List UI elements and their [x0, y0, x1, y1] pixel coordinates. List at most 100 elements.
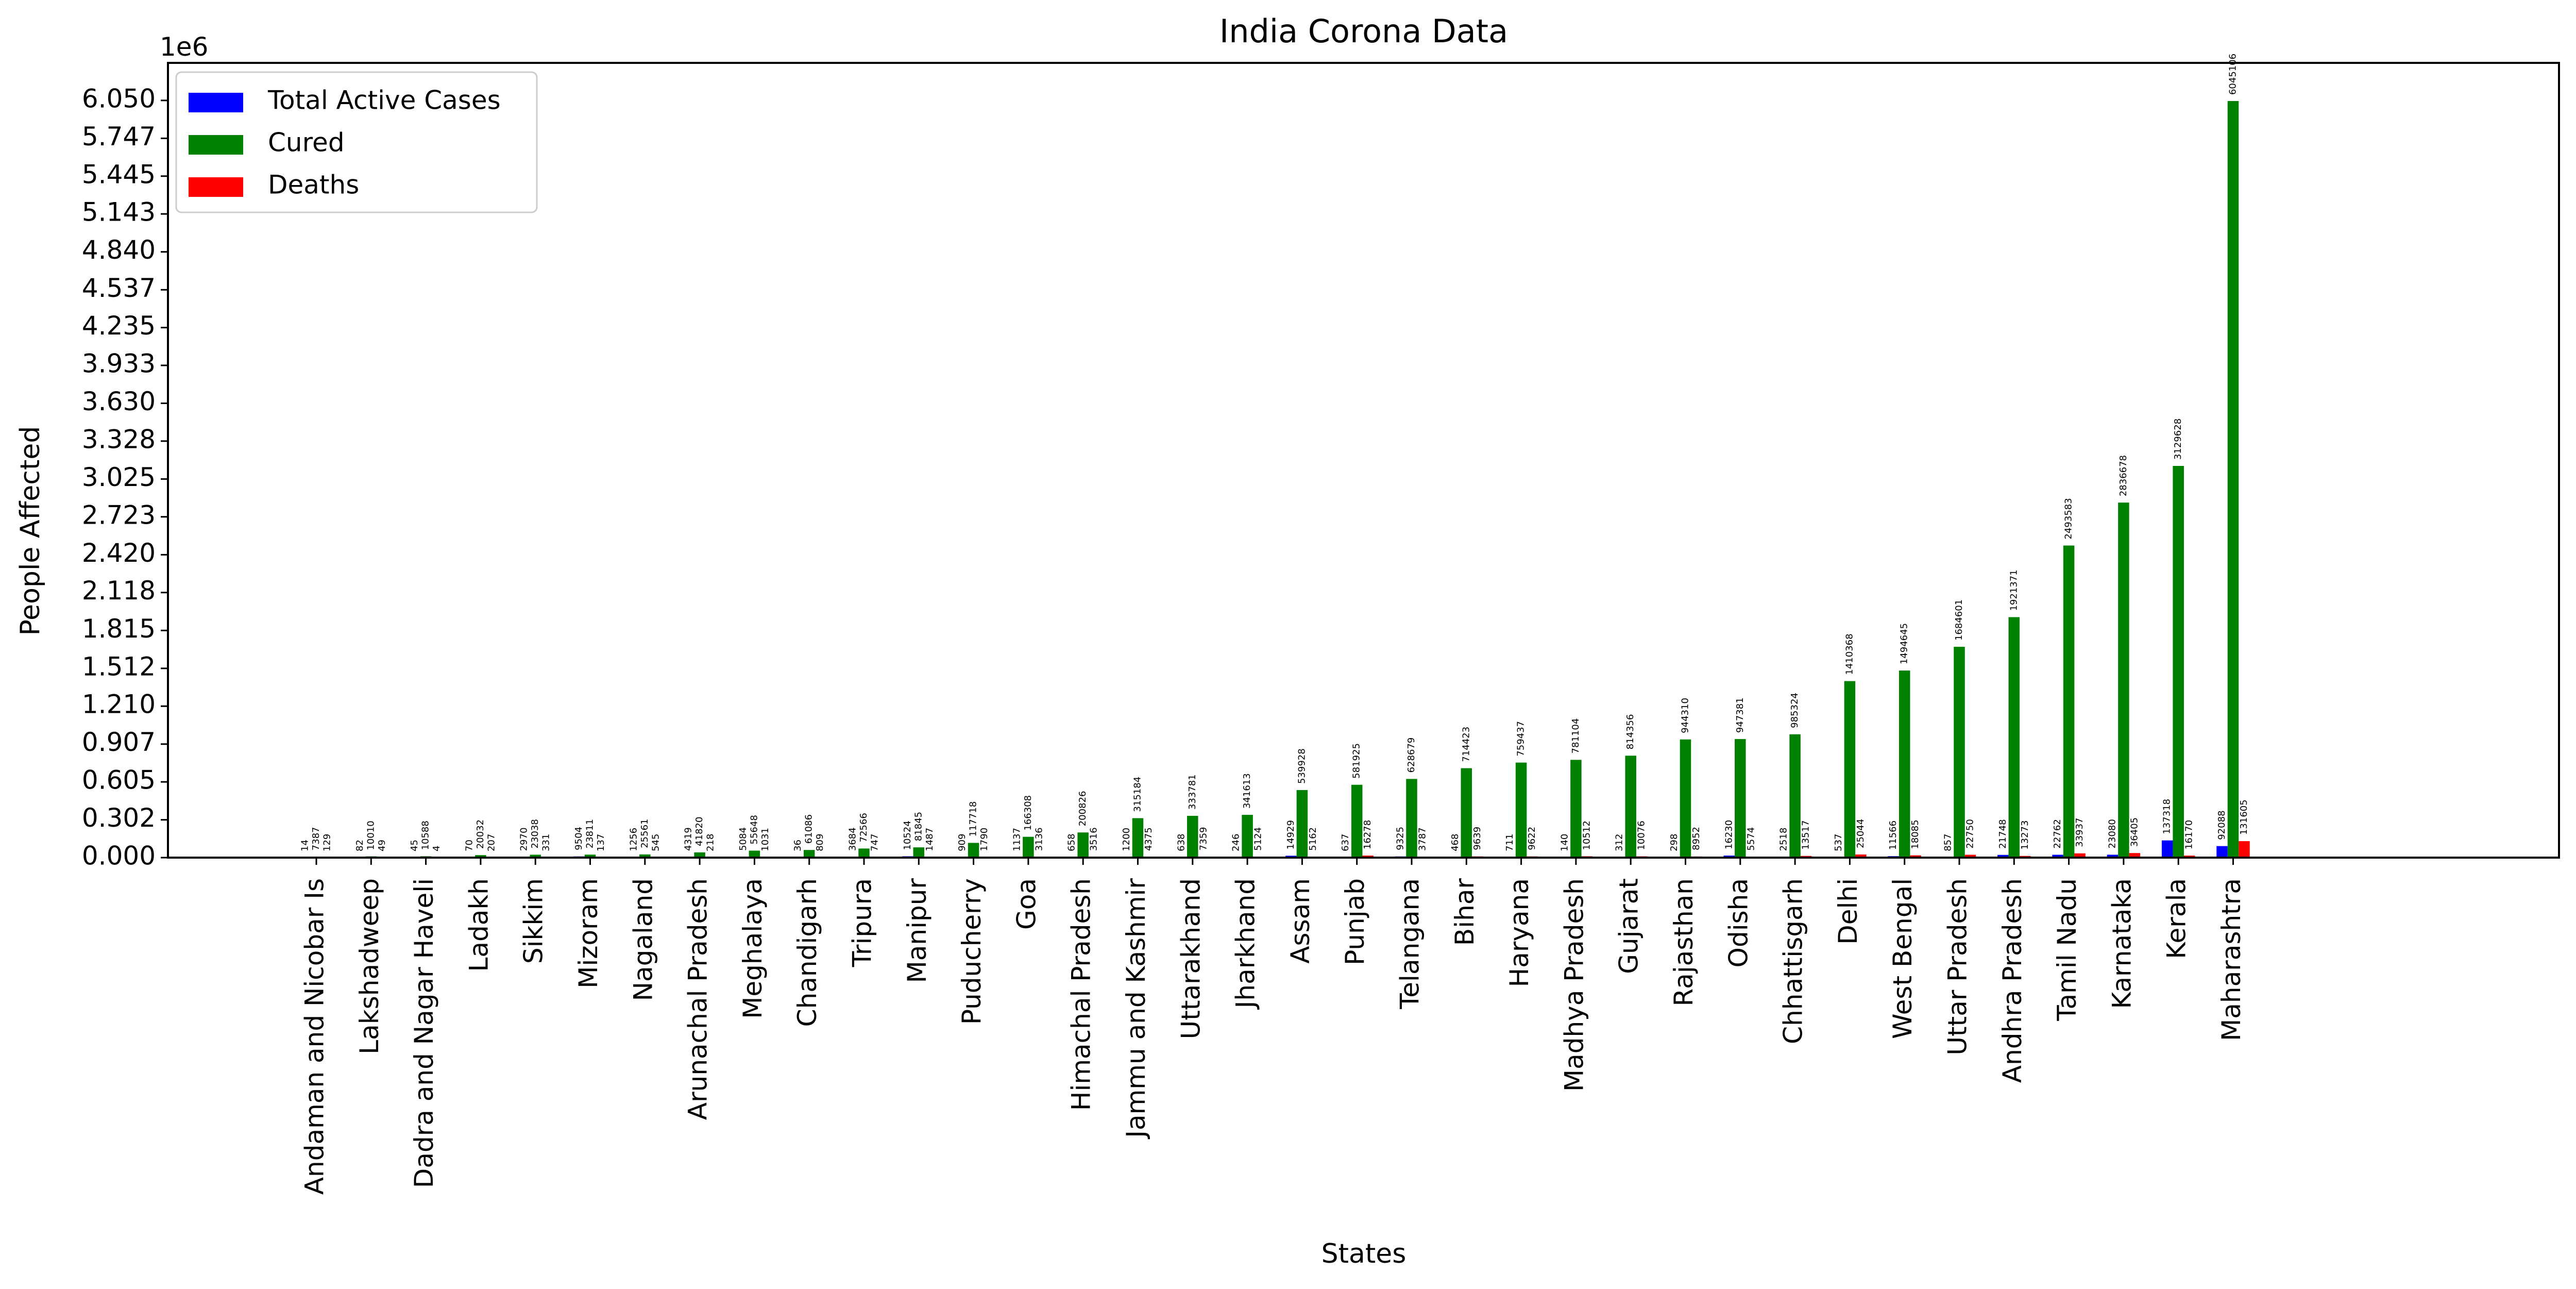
value-label-total-active-cases-haryana: 711 [1504, 833, 1515, 851]
value-label-deaths-karnataka: 36405 [2129, 817, 2140, 847]
bar-deaths-karnataka [2129, 853, 2141, 858]
value-label-total-active-cases-bihar: 468 [1450, 834, 1461, 851]
value-label-total-active-cases-odisha: 16230 [1723, 820, 1734, 849]
value-label-cured-maharashtra: 6045106 [2228, 54, 2239, 95]
value-label-cured-meghalaya: 55648 [749, 815, 759, 844]
legend-label-total-active-cases: Total Active Cases [267, 86, 501, 115]
value-label-total-active-cases-delhi: 537 [1833, 834, 1844, 851]
value-label-cured-andhra-pradesh: 1921371 [2008, 570, 2019, 611]
y-tick-label: 3.328 [82, 424, 156, 454]
value-label-total-active-cases-uttarakhand: 638 [1176, 833, 1187, 851]
value-label-deaths-nagaland: 545 [650, 834, 661, 851]
value-label-deaths-punjab: 16278 [1362, 820, 1373, 849]
value-label-total-active-cases-himachal-pradesh: 658 [1066, 833, 1077, 851]
value-label-cured-jharkhand: 341613 [1242, 773, 1252, 809]
bar-total-active-cases-karnataka [2107, 855, 2119, 858]
bar-cured-nagaland [639, 854, 651, 858]
bar-cured-chandigarh [803, 850, 815, 858]
bar-cured-himachal-pradesh [1077, 832, 1089, 858]
value-label-deaths-dadra-and-nagar-haveli: 4 [431, 846, 442, 851]
value-label-cured-tripura: 72566 [858, 813, 869, 842]
y-tick-label: 4.537 [82, 273, 156, 303]
value-label-total-active-cases-nagaland: 1256 [628, 828, 639, 851]
x-tick-label-uttarakhand: Uttarakhand [1176, 878, 1206, 1039]
bar-cured-meghalaya [749, 850, 760, 858]
y-tick-label: 1.512 [82, 651, 156, 681]
value-label-deaths-assam: 5162 [1308, 827, 1318, 851]
value-label-cured-mizoram: 23811 [585, 819, 596, 848]
bars-group [311, 101, 2250, 858]
value-label-total-active-cases-rajasthan: 298 [1669, 834, 1680, 851]
x-tick-label-assam: Assam [1285, 878, 1315, 964]
y-axis: 0.000 0.302 0.605 0.907 1.210 1.512 1.815 2.118… [82, 83, 168, 871]
value-label-total-active-cases-tamil-nadu: 22762 [2052, 819, 2063, 848]
value-label-total-active-cases-arunachal-pradesh: 4319 [683, 827, 694, 851]
value-label-cured-nagaland: 25561 [639, 819, 650, 848]
value-label-total-active-cases-mizoram: 9504 [573, 827, 584, 850]
value-label-deaths-uttar-pradesh: 22750 [1965, 819, 1976, 848]
x-tick-label-dadra-and-nagar-haveli: Dadra and Nagar Haveli [409, 878, 439, 1188]
x-tick-label-gujarat: Gujarat [1614, 878, 1644, 974]
x-tick-label-nagaland: Nagaland [628, 878, 658, 1001]
y-tick-label: 5.747 [82, 122, 156, 152]
bar-cured-chhattisgarh [1789, 734, 1801, 858]
value-label-cured-kerala: 3129628 [2173, 418, 2183, 460]
bar-cured-andhra-pradesh [2008, 617, 2020, 858]
y-tick-label: 0.605 [82, 765, 156, 795]
bar-cured-maharashtra [2227, 101, 2239, 858]
x-tick-label-uttar-pradesh: Uttar Pradesh [1943, 878, 1973, 1056]
y-tick-label: 0.000 [82, 841, 156, 871]
bar-deaths-tamil-nadu [2074, 853, 2086, 858]
value-label-total-active-cases-meghalaya: 5084 [738, 827, 749, 851]
y-tick-label: 1.210 [82, 690, 156, 719]
x-tick-label-karnataka: Karnataka [2107, 878, 2137, 1009]
value-label-cured-tamil-nadu: 2493583 [2063, 498, 2074, 539]
bar-deaths-uttar-pradesh [1964, 855, 1976, 858]
value-label-total-active-cases-lakshadweep: 82 [354, 840, 365, 851]
value-label-total-active-cases-uttar-pradesh: 857 [1943, 833, 1954, 851]
bar-cured-sikkim [530, 855, 541, 858]
value-label-cured-delhi: 1410368 [1844, 633, 1855, 675]
legend-label-deaths: Deaths [268, 170, 359, 200]
value-label-total-active-cases-jammu-and-kashmir: 1200 [1121, 828, 1132, 851]
x-axis: Andaman and Nicobar Is Lakshadweep Dadra a… [300, 858, 2246, 1195]
legend-box [175, 71, 538, 213]
value-label-cured-rajasthan: 944310 [1680, 698, 1691, 733]
x-tick-label-punjab: Punjab [1340, 878, 1370, 965]
x-tick-label-goa: Goa [1011, 878, 1041, 930]
value-label-total-active-cases-kerala: 137318 [2162, 799, 2173, 834]
value-label-cured-karnataka: 2836678 [2118, 455, 2129, 496]
x-tick-label-maharashtra: Maharashtra [2216, 878, 2246, 1041]
bar-cured-manipur [913, 847, 925, 858]
bar-cured-jammu-and-kashmir [1132, 818, 1144, 858]
value-label-deaths-rajasthan: 8952 [1691, 827, 1702, 850]
bar-deaths-west-bengal [1910, 855, 1921, 858]
value-label-total-active-cases-puducherry: 909 [957, 833, 968, 851]
x-tick-label-himachal-pradesh: Himachal Pradesh [1066, 878, 1096, 1111]
bar-cured-haryana [1515, 762, 1527, 858]
x-tick-label-west-bengal: West Bengal [1888, 878, 1918, 1039]
value-label-total-active-cases-chhattisgarh: 2518 [1778, 828, 1789, 851]
x-tick-label-meghalaya: Meghalaya [738, 878, 768, 1019]
value-label-deaths-madhya-pradesh: 10512 [1581, 821, 1592, 850]
x-tick-label-tripura: Tripura [848, 878, 877, 967]
value-label-total-active-cases-manipur: 10524 [902, 821, 913, 850]
value-label-deaths-himachal-pradesh: 3516 [1089, 827, 1099, 851]
value-label-cured-west-bengal: 1494645 [1899, 623, 1910, 664]
value-label-cured-chandigarh: 61086 [804, 814, 815, 844]
value-label-cured-uttarakhand: 333781 [1187, 774, 1198, 810]
value-label-cured-telangana: 628679 [1406, 738, 1417, 773]
value-label-cured-dadra-and-nagar-haveli: 10588 [420, 821, 431, 850]
x-tick-label-odisha: Odisha [1723, 878, 1753, 967]
x-tick-label-arunachal-pradesh: Arunachal Pradesh [683, 878, 713, 1120]
value-label-cured-bihar: 714423 [1461, 727, 1471, 762]
bar-cured-ladakh [475, 855, 486, 858]
value-label-total-active-cases-tripura: 3684 [848, 827, 858, 851]
y-tick-label: 0.302 [82, 803, 156, 833]
value-label-deaths-arunachal-pradesh: 218 [705, 834, 716, 851]
value-label-cured-punjab: 581925 [1351, 743, 1362, 779]
bar-total-active-cases-maharashtra [2216, 846, 2228, 858]
x-tick-label-mizoram: Mizoram [573, 878, 603, 989]
